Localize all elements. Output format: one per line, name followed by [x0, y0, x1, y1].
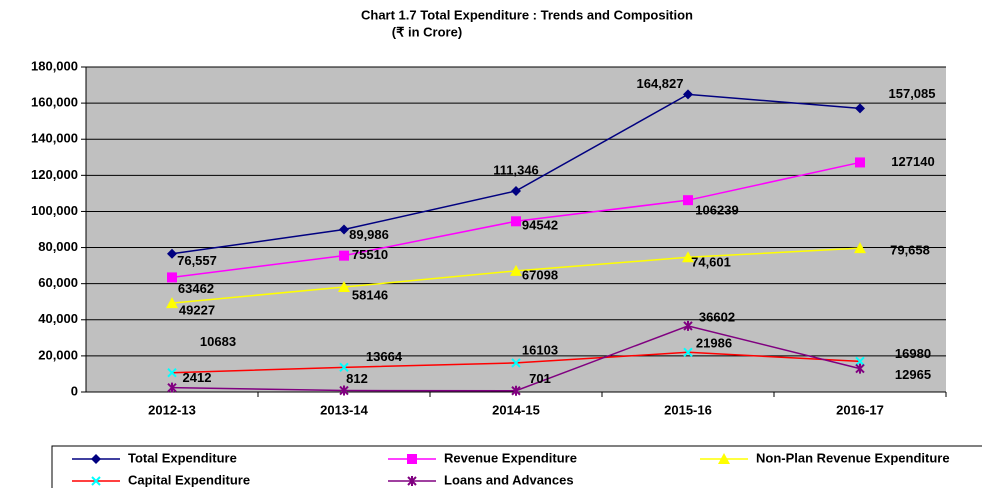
data-label: 812: [346, 371, 368, 386]
data-point: [855, 356, 865, 367]
data-label: 106239: [695, 203, 738, 218]
y-tick-label: 120,000: [31, 167, 78, 182]
data-point: [511, 358, 521, 368]
data-label: 16103: [522, 342, 558, 357]
x-tick-label: 2013-14: [320, 402, 368, 417]
data-label: 89,986: [349, 227, 389, 242]
data-label: 164,827: [637, 76, 684, 91]
y-tick-label: 100,000: [31, 203, 78, 218]
data-point: [339, 385, 349, 396]
legend-marker: [91, 454, 101, 464]
data-point: [510, 264, 522, 276]
data-point: [511, 185, 521, 196]
data-label: 2412: [183, 370, 212, 385]
data-point: [855, 363, 865, 374]
legend-marker: [718, 453, 730, 464]
data-point: [167, 272, 177, 283]
legend-label: Non-Plan Revenue Expenditure: [756, 450, 950, 465]
data-point: [683, 89, 693, 100]
data-label: 701: [529, 371, 551, 386]
data-label: 49227: [179, 303, 215, 318]
data-label: 75510: [352, 247, 388, 262]
x-tick-label: 2012-13: [148, 402, 196, 417]
data-point: [855, 103, 865, 114]
legend-marker: [91, 476, 101, 486]
data-point: [855, 157, 865, 168]
data-point: [338, 281, 350, 293]
data-label: 10683: [200, 334, 236, 349]
data-label: 67098: [522, 267, 558, 282]
data-label: 127140: [891, 154, 934, 169]
legend-box: [51, 445, 982, 488]
data-point: [511, 385, 521, 396]
y-tick-label: 40,000: [38, 311, 78, 326]
data-point: [167, 248, 177, 259]
data-label: 157,085: [889, 86, 936, 101]
data-point: [167, 368, 177, 378]
legend-label: Capital Expenditure: [128, 472, 250, 487]
data-label: 58146: [352, 287, 388, 302]
data-label: 79,658: [890, 243, 930, 258]
y-tick-label: 80,000: [38, 239, 78, 254]
y-tick-label: 0: [71, 383, 78, 398]
data-point: [339, 362, 349, 373]
data-point: [167, 382, 177, 393]
data-point: [339, 224, 349, 235]
data-label: 74,601: [691, 255, 731, 270]
data-label: 12965: [895, 367, 931, 382]
data-label: 16980: [895, 346, 931, 361]
data-label: 111,346: [493, 162, 539, 177]
data-label: 21986: [696, 336, 732, 351]
y-tick-label: 180,000: [31, 58, 78, 73]
data-point: [166, 297, 178, 309]
legend-marker: [407, 454, 417, 464]
data-point: [854, 242, 866, 254]
legend-label: Loans and Advances: [444, 472, 574, 487]
y-tick-label: 20,000: [38, 347, 78, 362]
y-tick-label: 140,000: [31, 131, 78, 146]
x-tick-label: 2016-17: [836, 402, 884, 417]
legend-label: Total Expenditure: [128, 450, 237, 465]
data-point: [511, 216, 521, 227]
data-label: 36602: [699, 309, 735, 324]
data-point: [683, 347, 693, 358]
plot-area: [86, 67, 946, 392]
x-tick-label: 2015-16: [664, 402, 712, 417]
data-label: 94542: [522, 218, 558, 233]
legend-label: Revenue Expenditure: [444, 450, 577, 465]
data-label: 63462: [178, 281, 214, 296]
data-label: 76,557: [177, 253, 217, 268]
x-tick-label: 2014-15: [492, 402, 540, 417]
data-point: [683, 320, 693, 331]
data-point: [683, 195, 693, 206]
y-tick-label: 160,000: [31, 95, 78, 110]
data-point: [682, 251, 694, 263]
data-label: 13664: [366, 349, 403, 364]
y-tick-label: 60,000: [38, 275, 78, 290]
chart-title: Chart 1.7 Total Expenditure : Trends and…: [361, 7, 693, 22]
data-point: [339, 250, 349, 261]
chart-subtitle: (₹ in Crore): [392, 24, 462, 39]
legend-marker: [407, 476, 417, 486]
